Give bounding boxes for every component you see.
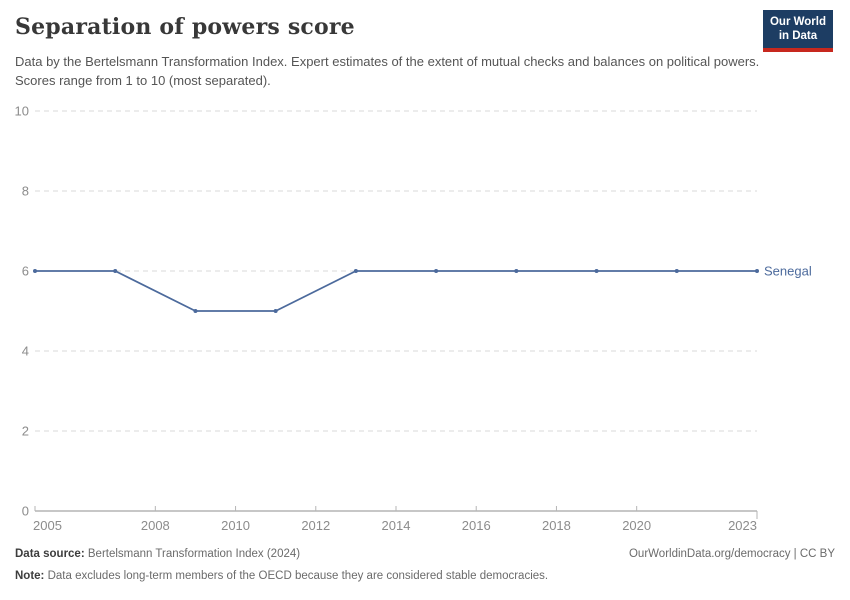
- x-tick-label: 2005: [33, 518, 62, 533]
- data-source-label: Data source:: [15, 548, 85, 560]
- x-tick-label: 2023: [728, 518, 757, 533]
- chart-subtitle: Data by the Bertelsmann Transformation I…: [15, 54, 760, 88]
- note-label: Note:: [15, 570, 45, 582]
- data-point[interactable]: [193, 309, 198, 313]
- x-tick-label: 2020: [622, 518, 651, 533]
- data-point[interactable]: [353, 269, 358, 273]
- x-tick-label: 2016: [462, 518, 491, 533]
- data-point[interactable]: [594, 269, 599, 273]
- page-title: Separation of powers score: [15, 14, 355, 40]
- footer-source: Data source: Bertelsmann Transformation …: [15, 548, 300, 560]
- x-tick-label: 2012: [301, 518, 330, 533]
- footer-link[interactable]: OurWorldinData.org/democracy | CC BY: [628, 548, 835, 560]
- data-point[interactable]: [113, 269, 118, 273]
- owid-logo-line1: Our World: [769, 16, 826, 28]
- series-line-senegal[interactable]: [34, 270, 758, 312]
- x-tick-label: 2008: [141, 518, 170, 533]
- data-point[interactable]: [674, 269, 679, 273]
- x-tick-label: 2014: [382, 518, 411, 533]
- owid-logo-line2: in Data: [778, 29, 818, 42]
- y-tick-label: 0: [22, 504, 29, 519]
- data-point[interactable]: [755, 269, 759, 273]
- data-point[interactable]: [273, 309, 278, 313]
- footer-note: Note: Data excludes long-term members of…: [15, 570, 548, 582]
- y-tick-label: 6: [22, 264, 29, 279]
- data-source-text: Bertelsmann Transformation Index (2024): [87, 548, 301, 560]
- y-tick-label: 4: [22, 344, 29, 359]
- series-label-senegal[interactable]: Senegal: [764, 264, 812, 279]
- x-tick-label: 2018: [542, 518, 571, 533]
- y-tick-label: 10: [15, 104, 29, 119]
- owid-logo[interactable]: Our World in Data: [762, 10, 833, 52]
- y-tick-label: 8: [22, 184, 29, 199]
- note-text: Data excludes long-term members of the O…: [47, 570, 549, 582]
- x-tick-label: 2010: [221, 518, 250, 533]
- data-point[interactable]: [514, 269, 519, 273]
- data-point[interactable]: [33, 269, 37, 273]
- data-point[interactable]: [434, 269, 439, 273]
- y-tick-label: 2: [22, 424, 29, 439]
